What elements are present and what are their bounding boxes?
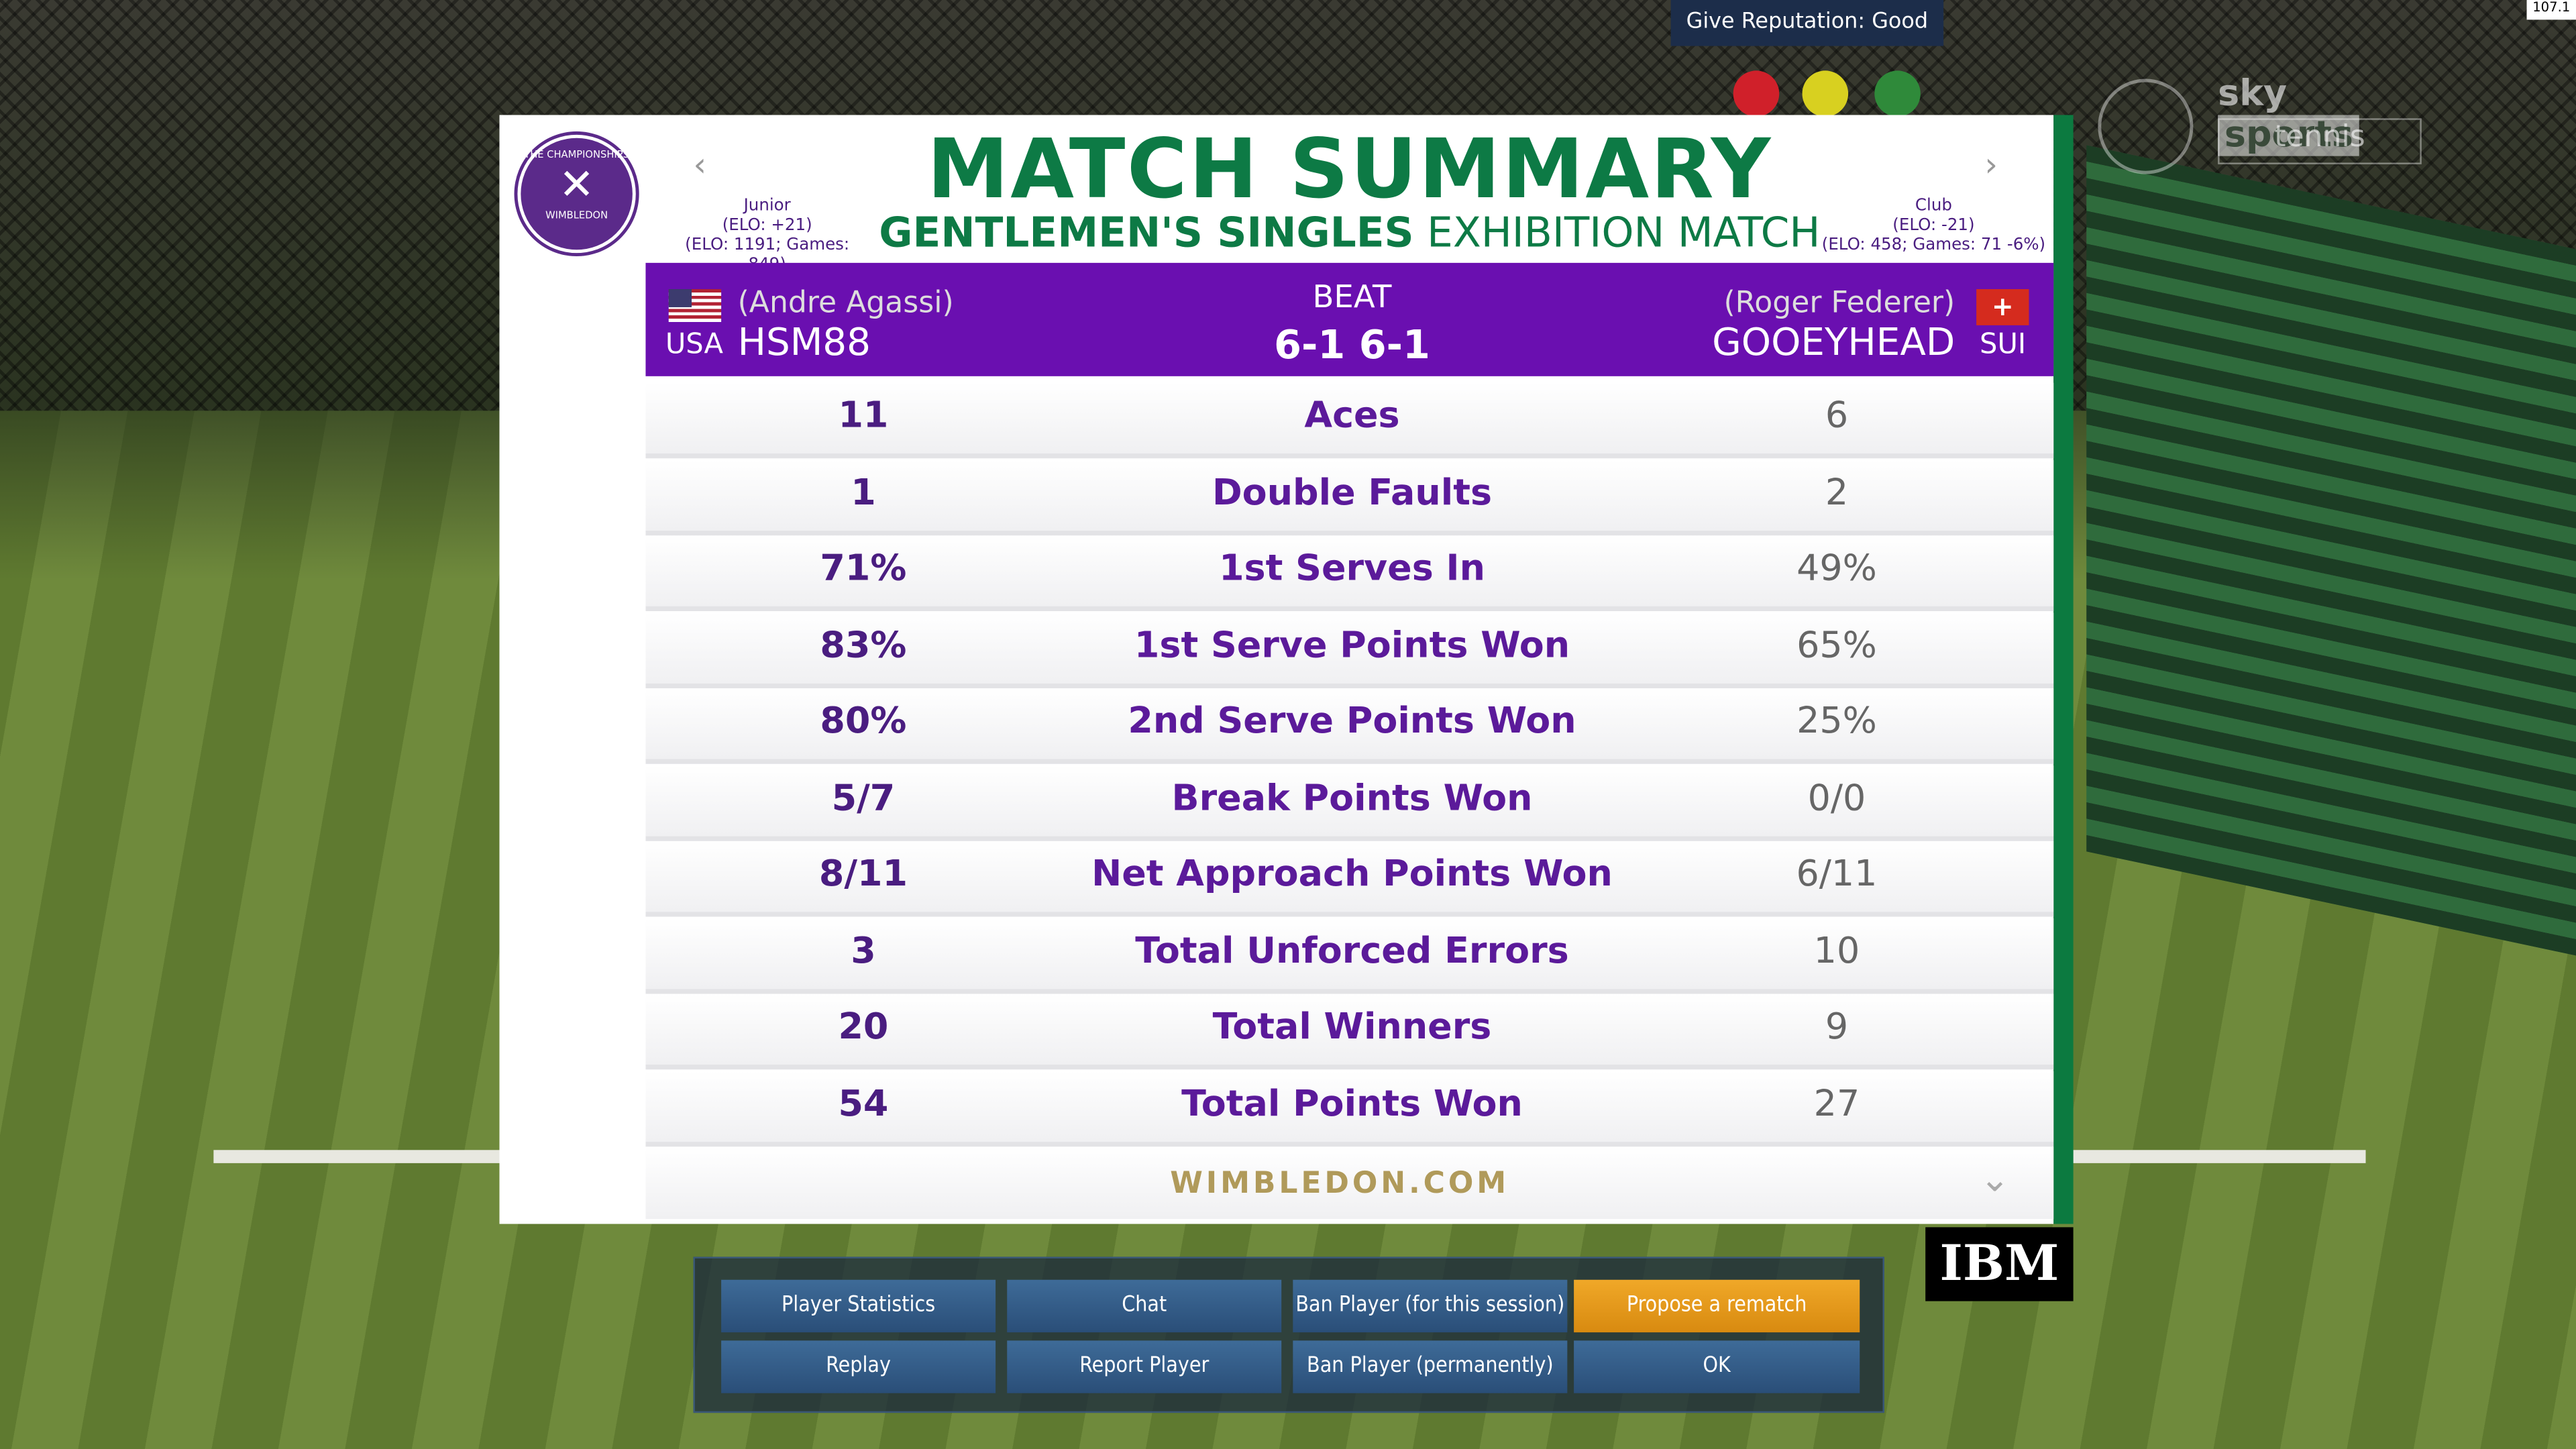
flag-sui: + (1976, 289, 2029, 325)
stat-row: 83% 1st Serve Points Won 65% (645, 612, 2054, 688)
stat-row: 20 Total Winners 9 (645, 994, 2054, 1070)
left-value: 11 (838, 396, 889, 437)
stat-label: 1st Serve Points Won (1134, 625, 1570, 667)
broadcaster: sky sports (2218, 74, 2418, 156)
stat-row: 8/11 Net Approach Points Won 6/11 (645, 841, 2054, 917)
action-button[interactable]: Report Player (1007, 1340, 1282, 1393)
right-handle: GOOEYHEAD (1712, 322, 1955, 365)
info-line: Club (1915, 197, 1952, 215)
left-value: 5/7 (831, 777, 896, 819)
right-value: 10 (1813, 930, 1860, 972)
result: BEAT (1312, 279, 1392, 316)
action-button[interactable]: Replay (721, 1340, 996, 1393)
right-value: 27 (1813, 1083, 1860, 1125)
event: GENTLEMEN'S SINGLES (879, 209, 1414, 257)
right-value: 6/11 (1796, 854, 1878, 896)
stat-label: Break Points Won (1171, 777, 1533, 819)
player-bar: USA (Andre Agassi) HSM88 BEAT 6-1 6-1 (R… (645, 262, 2054, 376)
logo-bottom: WIMBLEDON (545, 210, 608, 222)
stat-row: 1 Double Faults 2 (645, 459, 2054, 535)
right-name: (Roger Federer) (1723, 286, 1955, 321)
left-value: 20 (838, 1007, 889, 1049)
action-button[interactable]: Player Statistics (721, 1279, 996, 1333)
next-arrow[interactable]: › (1984, 144, 1998, 184)
left-value: 3 (851, 930, 876, 972)
stat-row: 3 Total Unforced Errors 10 (645, 917, 2054, 994)
stat-row: 11 Aces 6 (645, 382, 2054, 459)
info-line: Junior (743, 197, 791, 215)
action-button[interactable]: Propose a rematch (1574, 1279, 1860, 1333)
match-type: EXHIBITION MATCH (1427, 209, 1821, 257)
stat-label: Aces (1304, 396, 1400, 437)
stat-label: 2nd Serve Points Won (1128, 701, 1576, 743)
sport: tennis (2218, 118, 2422, 164)
reputation-label[interactable]: Give Reputation: Good (1670, 0, 1944, 46)
court-line (213, 1150, 510, 1163)
left-country: USA (665, 328, 724, 362)
left-name: (Andre Agassi) (737, 286, 954, 321)
left-value: 54 (838, 1083, 889, 1125)
logo-top: THE CHAMPIONSHIPS (524, 149, 629, 162)
stat-label: Total Unforced Errors (1135, 930, 1569, 972)
stands (2086, 145, 2576, 956)
stat-row: 5/7 Break Points Won 0/0 (645, 765, 2054, 841)
thumbs-down[interactable] (1733, 70, 1780, 117)
stat-label: Total Points Won (1181, 1083, 1523, 1125)
stat-row: 71% 1st Serves In 49% (645, 535, 2054, 612)
brand: sky (2218, 74, 2288, 115)
stat-label: Double Faults (1212, 472, 1493, 514)
right-value: 0/0 (1807, 777, 1866, 819)
action-button[interactable]: Ban Player (for this session) (1293, 1279, 1568, 1333)
action-button[interactable]: OK (1574, 1340, 1860, 1393)
info-line: (ELO: +21) (722, 217, 812, 235)
scroll-down[interactable]: ⌄ (1980, 1159, 2010, 1201)
right-value: 9 (1825, 1007, 1849, 1049)
panel-stripe (2053, 115, 2074, 1224)
left-value: 8/11 (818, 854, 908, 896)
prev-arrow[interactable]: ‹ (693, 144, 707, 184)
wimbledon-logo: THE CHAMPIONSHIPS ✕ WIMBLEDON (517, 134, 636, 254)
right-country: SUI (1980, 328, 2027, 362)
score: 6-1 6-1 (1274, 322, 1430, 368)
channel: sports (2218, 115, 2360, 156)
footer-row: WIMBLEDON.COM ⌄ (645, 1146, 2054, 1220)
stat-row: 80% 2nd Serve Points Won 25% (645, 688, 2054, 764)
title: MATCH SUMMARY (926, 121, 1772, 217)
sponsor-logo: IBM (1925, 1227, 2074, 1301)
left-value: 80% (820, 701, 907, 743)
thumbs-up[interactable] (1874, 70, 1921, 117)
right-value: 2 (1825, 472, 1849, 514)
left-handle: HSM88 (737, 322, 871, 365)
left-value: 1 (851, 472, 876, 514)
action-button[interactable]: Chat (1007, 1279, 1282, 1333)
action-button[interactable]: Ban Player (permanently) (1293, 1340, 1568, 1393)
neutral[interactable] (1802, 70, 1849, 117)
info-line: (ELO: -21) (1892, 217, 1975, 235)
watermark-logo (2098, 78, 2194, 174)
right-value: 49% (1796, 548, 1877, 590)
stat-row: 54 Total Points Won 27 (645, 1070, 2054, 1146)
right-value: 6 (1825, 396, 1849, 437)
right-value: 65% (1796, 625, 1877, 667)
court-line (2073, 1150, 2366, 1163)
right-value: 25% (1796, 701, 1877, 743)
info-line: (ELO: 458; Games: 71 -6%) (1821, 236, 2046, 255)
flag-usa (668, 289, 722, 323)
stat-label: 1st Serves In (1219, 548, 1485, 590)
left-value: 71% (820, 548, 907, 590)
stat-label: Total Winners (1212, 1007, 1492, 1049)
footer[interactable]: WIMBLEDON.COM (1170, 1166, 1510, 1201)
logo-icon: ✕ (558, 161, 595, 211)
corner-counter: 107.1 (2526, 0, 2576, 20)
stat-label: Net Approach Points Won (1091, 854, 1613, 896)
subtitle: GENTLEMEN'S SINGLES EXHIBITION MATCH (645, 209, 2053, 256)
right-info: Club (ELO: -21) (ELO: 458; Games: 71 -6%) (1820, 197, 2047, 256)
left-value: 83% (820, 625, 907, 667)
